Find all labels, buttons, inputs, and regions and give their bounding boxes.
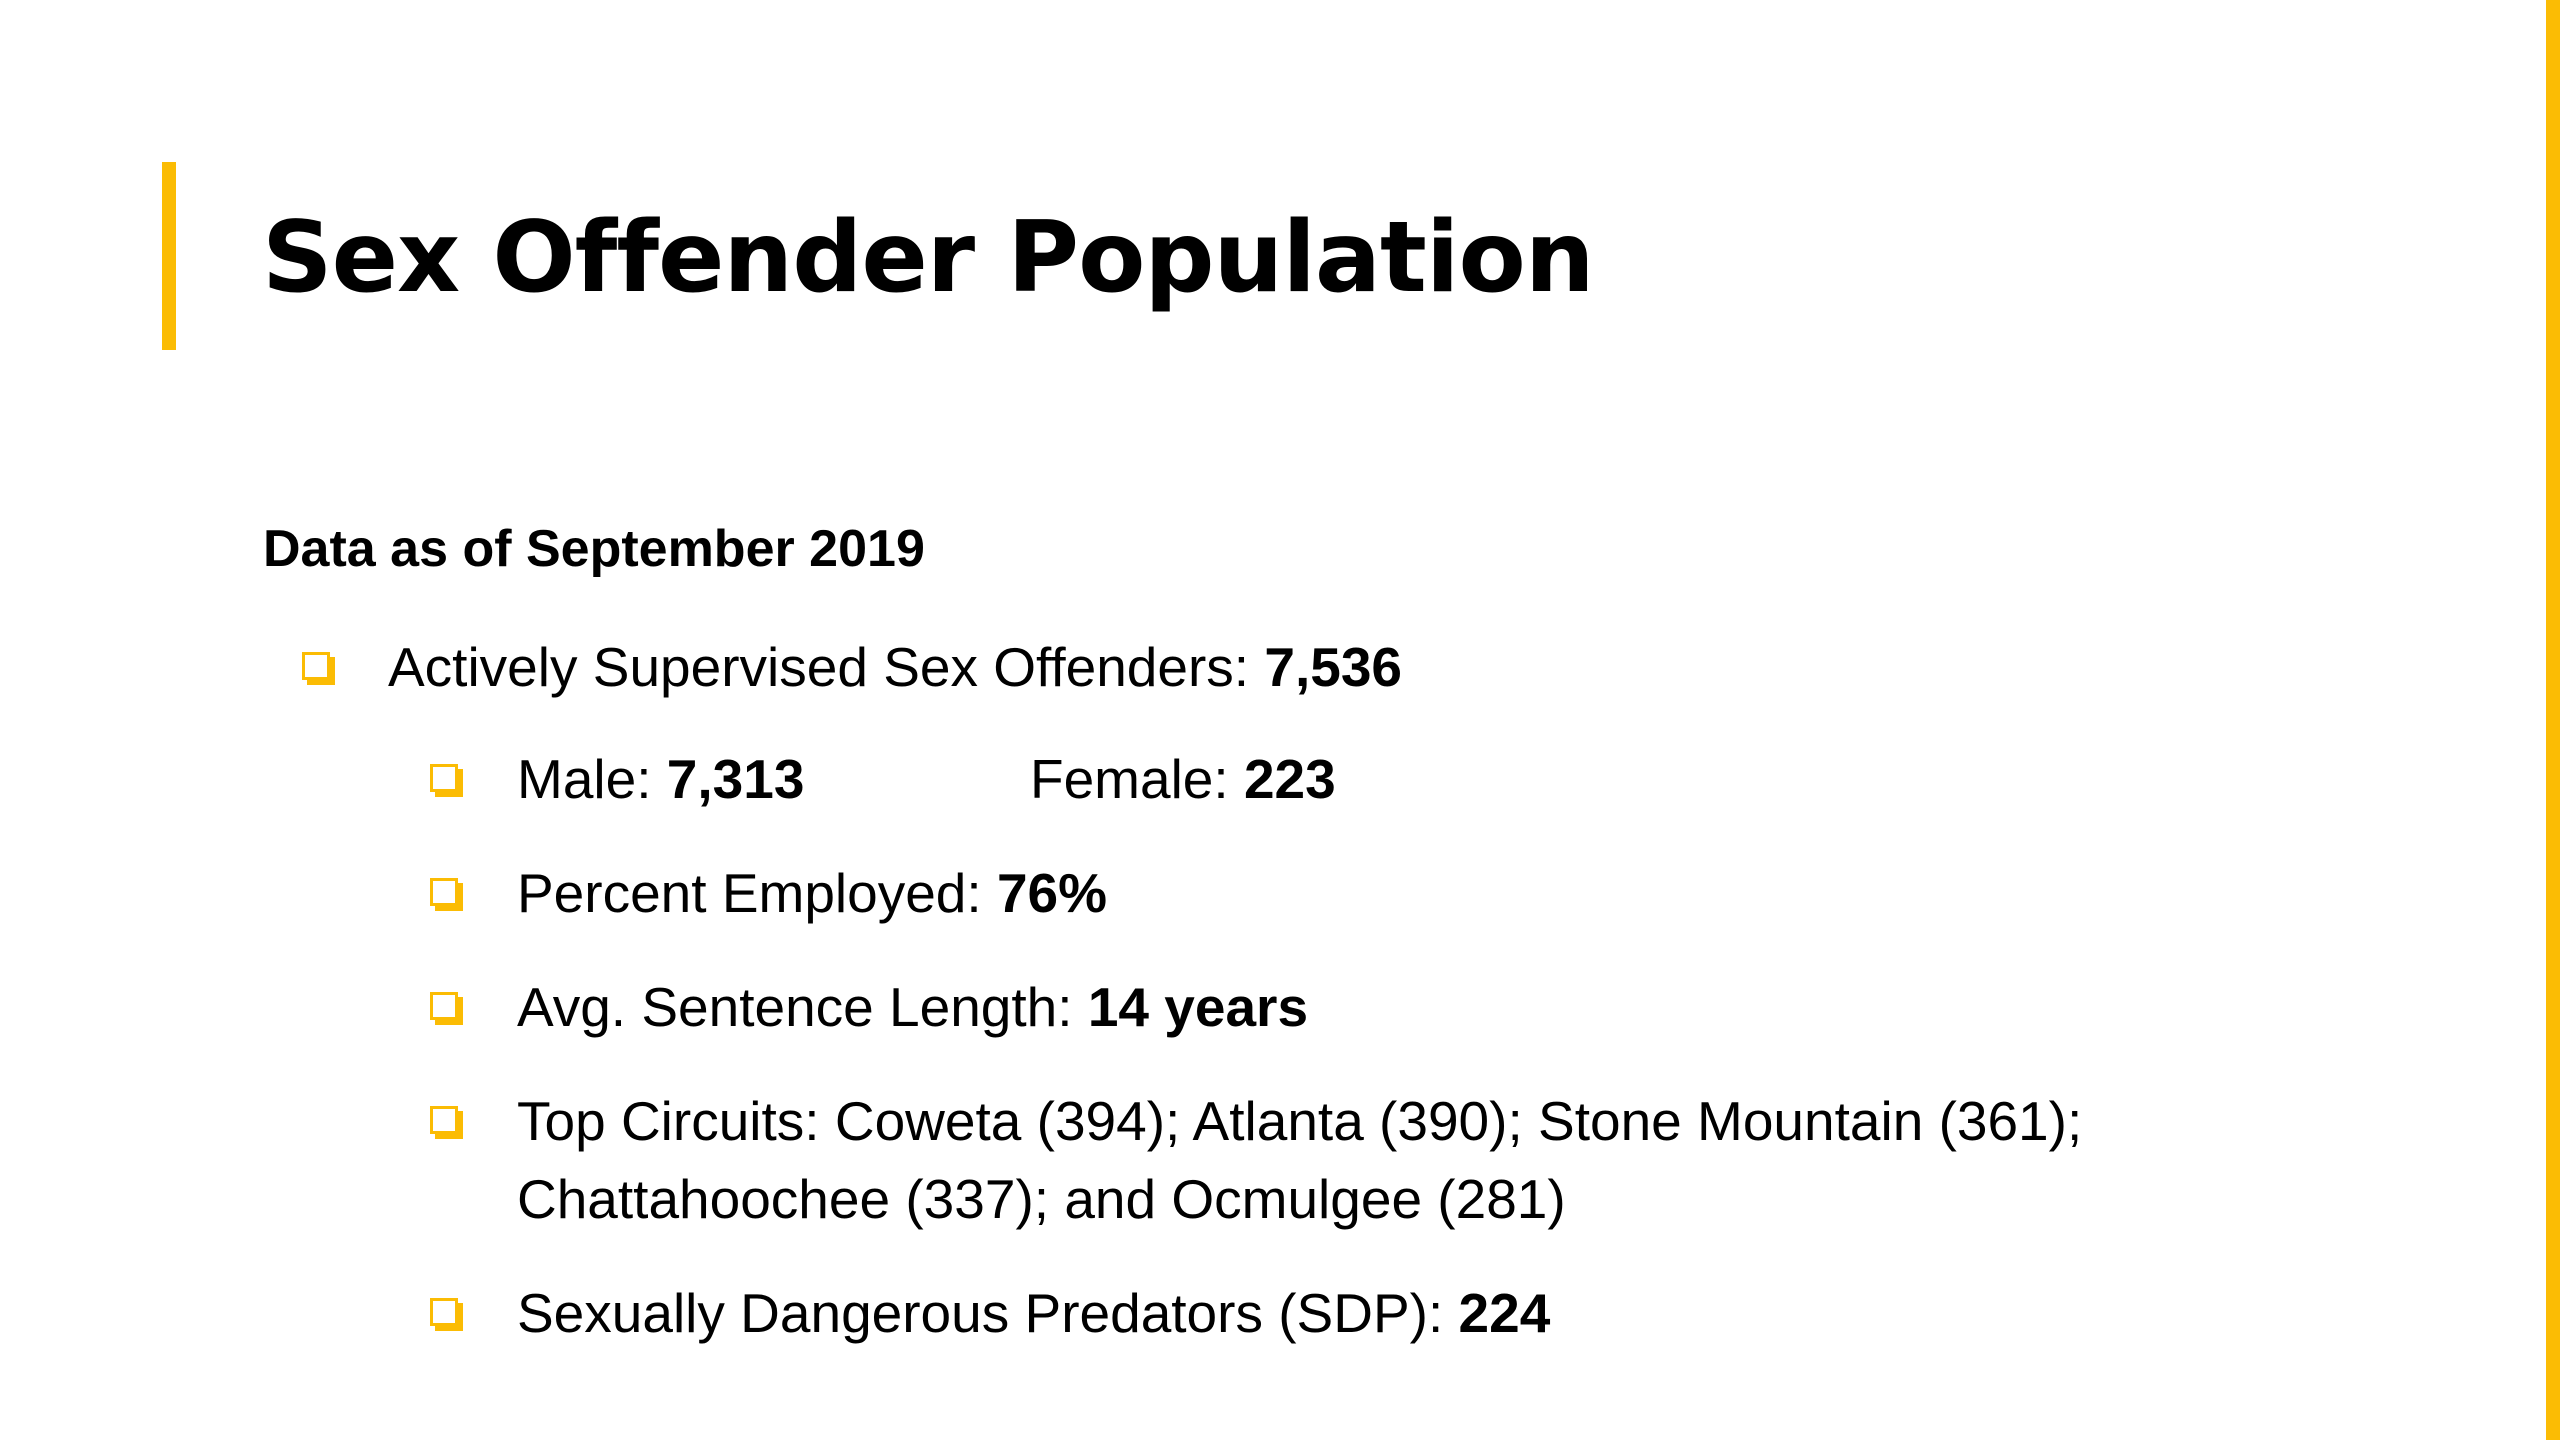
data-date-subtitle: Data as of September 2019 bbox=[263, 520, 925, 578]
list-item-top-circuits-line1: Top Circuits: Coweta (394); Atlanta (390… bbox=[517, 1090, 2083, 1152]
item-label: Percent Employed: bbox=[517, 862, 997, 924]
hollow-square-bullet-icon bbox=[430, 1298, 458, 1326]
item-value: 223 bbox=[1243, 748, 1336, 810]
item-value: 7,313 bbox=[666, 748, 805, 810]
item-value: 7,536 bbox=[1264, 636, 1402, 698]
hollow-square-bullet-icon bbox=[302, 652, 330, 680]
item-value: 76% bbox=[996, 862, 1108, 924]
hollow-square-bullet-icon bbox=[430, 1106, 458, 1134]
list-item-supervised-total: Actively Supervised Sex Offenders: 7,536 bbox=[388, 628, 1402, 706]
list-item-female: Female: 223 bbox=[1030, 740, 1336, 818]
item-label: Sexually Dangerous Predators (SDP): bbox=[517, 1282, 1459, 1344]
list-item-top-circuits-line2: Chattahoochee (337); and Ocmulgee (281) bbox=[517, 1168, 1566, 1230]
list-item-sdp: Sexually Dangerous Predators (SDP): 224 bbox=[517, 1274, 1550, 1352]
right-edge-stripe bbox=[2546, 0, 2560, 1440]
item-label: Male: bbox=[517, 748, 667, 810]
slide-title: Sex Offender Population bbox=[262, 201, 1595, 315]
item-value: 224 bbox=[1458, 1282, 1551, 1344]
item-label: Actively Supervised Sex Offenders: bbox=[388, 636, 1265, 698]
list-item-male: Male: 7,313 bbox=[517, 740, 804, 818]
list-item-percent-employed: Percent Employed: 76% bbox=[517, 854, 1107, 932]
hollow-square-bullet-icon bbox=[430, 764, 458, 792]
item-label: Avg. Sentence Length: bbox=[517, 976, 1088, 1038]
hollow-square-bullet-icon bbox=[430, 878, 458, 906]
hollow-square-bullet-icon bbox=[430, 992, 458, 1020]
title-accent-bar bbox=[162, 162, 176, 350]
item-label: Female: bbox=[1030, 748, 1244, 810]
item-value: 14 years bbox=[1087, 976, 1309, 1038]
list-item-sentence-length: Avg. Sentence Length: 14 years bbox=[517, 968, 1308, 1046]
